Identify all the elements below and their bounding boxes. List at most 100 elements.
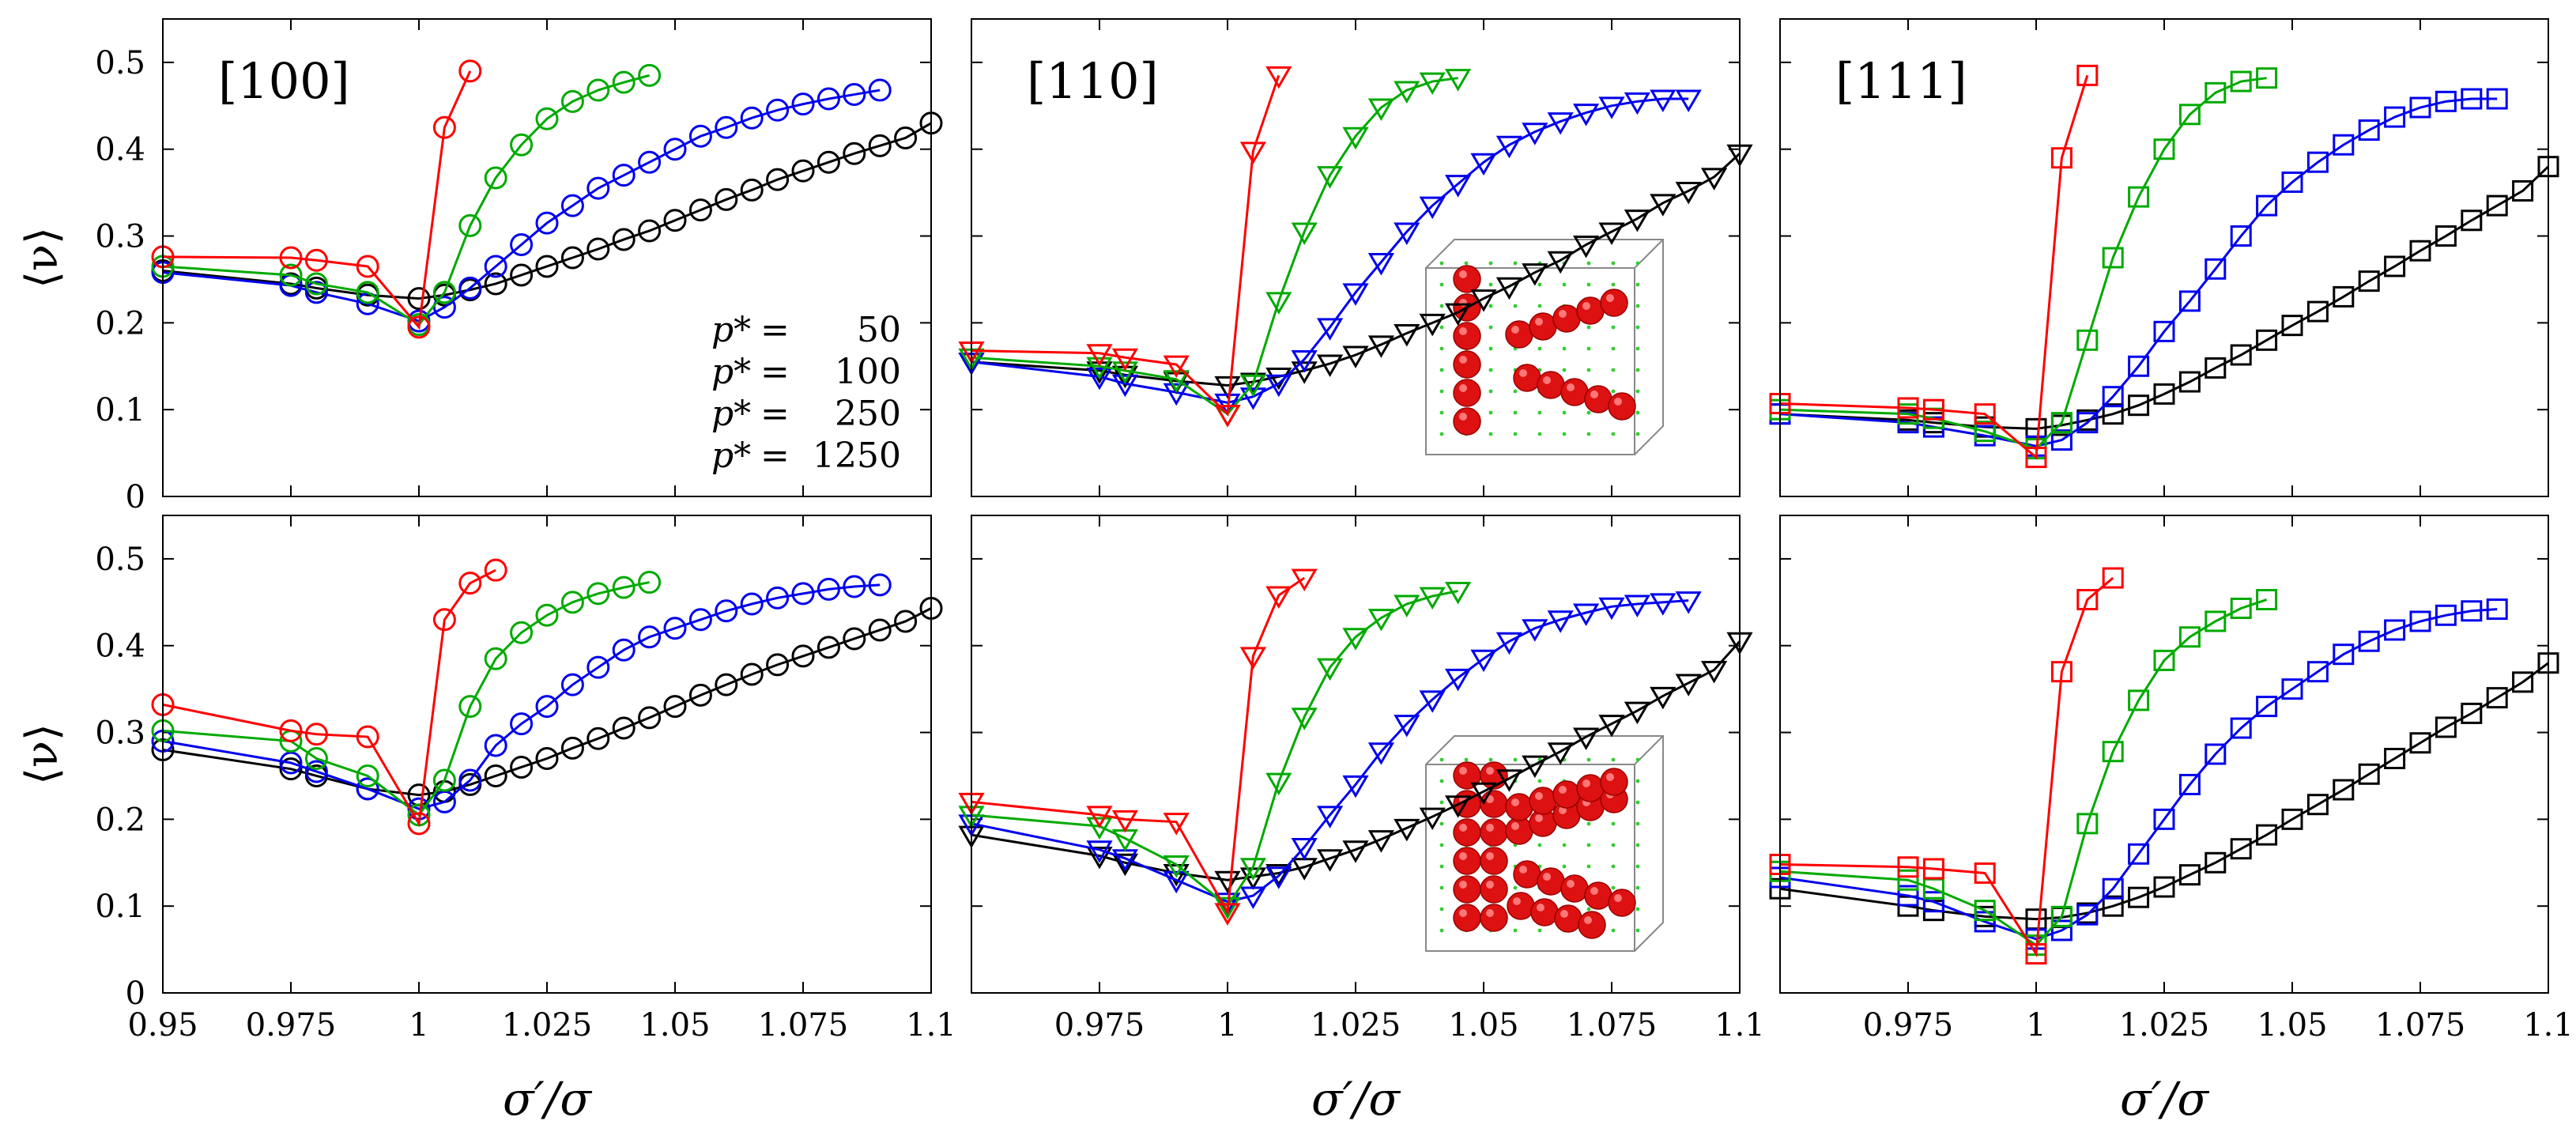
data-point-triangle [1367, 742, 1395, 765]
data-point-triangle [1316, 354, 1344, 377]
data-point-triangle [1214, 896, 1241, 920]
data-point-circle [688, 608, 712, 632]
inset-lattice-dot [1611, 864, 1616, 869]
data-point-circle [740, 178, 764, 202]
x-tick-label: 1 [2026, 1007, 2046, 1044]
inset-lattice-dot [1513, 261, 1518, 266]
data-point-triangle [1265, 863, 1292, 887]
data-point-triangle [1214, 903, 1241, 926]
data-point-circle [817, 577, 840, 601]
series-line-p50 [1779, 165, 2550, 430]
data-point-triangle [1675, 674, 1702, 696]
inset-atom-highlight [1537, 904, 1544, 911]
series-line-p1250 [971, 576, 1306, 916]
data-point-square [2204, 851, 2227, 874]
data-point-triangle [1624, 92, 1651, 115]
data-point-triangle [1214, 405, 1241, 428]
inset-atom-highlight [1459, 327, 1467, 335]
data-point-circle [586, 176, 610, 200]
data-point-triangle [1675, 89, 1702, 113]
inset-lattice-dot [1635, 325, 1640, 330]
inset-atom-sphere [1529, 787, 1557, 815]
inset-atom-sphere [1505, 793, 1533, 821]
inset-lattice-dot [1439, 325, 1444, 330]
data-point-triangle [1495, 135, 1523, 159]
legend-value: 100 [835, 352, 901, 392]
inset-atom-highlight [1486, 824, 1494, 832]
data-point-triangle [1650, 686, 1676, 710]
y-axis-label: ⟨ν⟩ [17, 723, 68, 785]
data-point-circle [458, 213, 482, 237]
inset-atom-sphere [1600, 768, 1628, 796]
series-line-p50 [971, 153, 1741, 387]
inset-atom-sphere [1480, 875, 1508, 904]
data-point-triangle [1624, 701, 1651, 725]
data-point-circle [407, 315, 431, 339]
direction-label: [111] [1835, 52, 1967, 110]
data-point-square [2128, 394, 2150, 417]
data-point-triangle [1342, 628, 1369, 651]
data-point-square [2230, 344, 2252, 366]
inset-atom-sphere [1507, 892, 1535, 920]
data-point-square [2050, 919, 2072, 942]
data-point-circle [817, 636, 840, 659]
inset-lattice-dot [1586, 282, 1591, 287]
inset-lattice-dot [1513, 928, 1518, 933]
data-point-circle [356, 764, 379, 787]
data-point-circle [766, 98, 790, 122]
y-tick-label: 0.2 [95, 802, 145, 838]
inset-lattice-dot [1635, 261, 1640, 266]
data-point-square [2102, 247, 2124, 269]
inset-atom-sphere [1537, 371, 1565, 399]
inset-lattice-dot [1611, 325, 1616, 330]
inset-lattice-dot [1464, 757, 1469, 762]
inset-atom-sphere [1513, 860, 1541, 889]
plot-frame [162, 18, 932, 497]
data-point-triangle [1367, 98, 1395, 121]
inset-lattice-dot [1611, 928, 1616, 933]
inset-lattice-dot [1488, 304, 1493, 308]
data-point-square [2486, 194, 2508, 217]
inset-lattice-dot [1611, 389, 1616, 394]
data-point-circle [304, 272, 328, 296]
series-line-p50 [971, 640, 1741, 881]
inset-lattice-dot [1439, 757, 1444, 762]
data-point-square [2102, 403, 2124, 425]
inset-atom-highlight [1614, 398, 1622, 406]
data-point-triangle [1470, 782, 1497, 806]
data-point-square [2409, 240, 2431, 262]
inset-lattice-dot [1513, 757, 1518, 762]
data-point-circle [868, 618, 892, 642]
data-point-square [1922, 398, 1944, 421]
data-point-square [2409, 96, 2431, 119]
inset-lattice-dot [1586, 864, 1591, 869]
inset-atom-sphere [1576, 774, 1605, 802]
series-p100 [151, 78, 892, 333]
data-point-square [2435, 716, 2457, 738]
inset-lattice-dot [1562, 346, 1567, 351]
data-point-triangle [1444, 795, 1472, 818]
data-point-triangle [1598, 96, 1625, 119]
inset-atom-highlight [1614, 894, 1622, 902]
y-tick-label: 0.2 [95, 305, 145, 342]
x-tick-label: 1.025 [502, 1007, 593, 1044]
x-tick-label: 1.025 [2119, 1007, 2210, 1044]
data-point-square [2486, 88, 2508, 110]
series-line-p50 [162, 607, 932, 797]
data-point-square [2050, 661, 2072, 683]
data-point-circle [304, 760, 328, 783]
data-point-square [2384, 106, 2406, 128]
data-point-square [2153, 808, 2175, 830]
data-point-square [1897, 885, 1919, 907]
data-point-square [2435, 90, 2457, 112]
series-p250 [958, 582, 1472, 920]
legend-equals: = [760, 352, 790, 392]
data-point-circle [715, 187, 738, 211]
data-point-triangle [1522, 123, 1548, 145]
data-point-square [2050, 429, 2072, 451]
data-point-triangle [1265, 66, 1292, 89]
x-tick-label: 1.05 [2257, 1007, 2327, 1044]
plot-frame [1779, 515, 2549, 994]
inset-lattice-dot [1513, 885, 1518, 890]
